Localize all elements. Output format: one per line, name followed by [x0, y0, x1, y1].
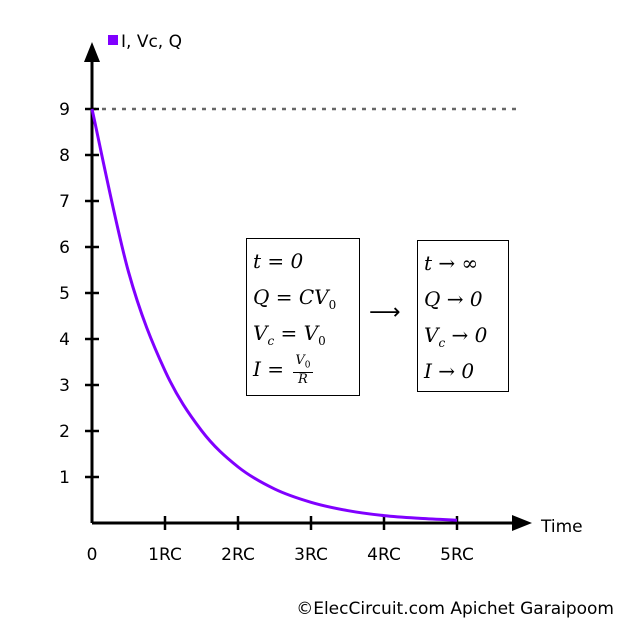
x-tick-label: 4RC [367, 545, 401, 565]
final-conditions-box: t → ∞ Q → 0 Vc → 0 I → 0 [417, 240, 509, 392]
legend-swatch [108, 35, 118, 45]
y-tick-label: 2 [59, 422, 70, 442]
transition-arrow: ⟶ [369, 300, 401, 325]
x-axis-label: Time [540, 517, 583, 537]
decay-curve [90, 108, 458, 522]
current-fraction: V0 R [293, 352, 313, 388]
y-tick-label: 8 [59, 146, 70, 166]
y-tick-label: 1 [59, 468, 70, 488]
x-tick-label: 2RC [221, 545, 255, 565]
y-tick-label: 7 [59, 192, 70, 212]
initial-line-1: t = 0 [253, 249, 304, 273]
plot-area: 1 2 3 4 5 6 7 8 9 0 1RC 2RC 3RC 4RC 5RC Time I, Vc, Q [59, 32, 582, 565]
x-tick-label: 0 [87, 545, 98, 565]
x-axis-arrowhead [512, 515, 532, 531]
initial-conditions-box: t = 0 Q = CV0 Vc = V0 I = V0 R [246, 238, 360, 396]
initial-line-4: I = V0 R [253, 352, 313, 388]
final-line-1: t → ∞ [424, 251, 479, 275]
y-axis-arrowhead [84, 42, 100, 62]
final-line-3: Vc → 0 [424, 323, 488, 350]
final-line-4: I → 0 [424, 359, 475, 383]
y-tick-label: 9 [59, 100, 70, 120]
x-tick-label: 1RC [148, 545, 182, 565]
y-tick-label: 5 [59, 284, 70, 304]
y-tick-label: 6 [59, 238, 70, 258]
initial-line-2: Q = CV0 [253, 285, 337, 312]
final-line-2: Q → 0 [424, 287, 483, 311]
y-tick-label: 4 [59, 330, 70, 350]
initial-line-3: Vc = V0 [253, 321, 326, 348]
copyright-credit: ©ElecCircuit.com Apichet Garaipoom [296, 599, 614, 619]
x-tick-label: 5RC [440, 545, 474, 565]
x-tick-label: 3RC [294, 545, 328, 565]
y-tick-label: 3 [59, 376, 70, 396]
legend-label: I, Vc, Q [121, 32, 182, 52]
